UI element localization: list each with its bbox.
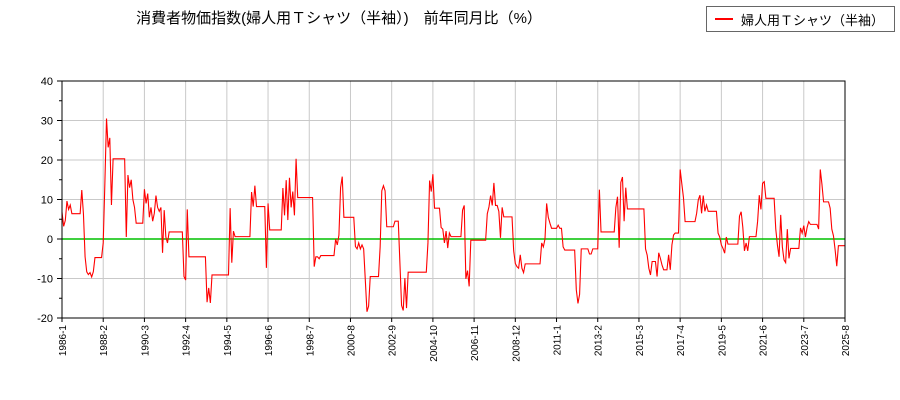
x-axis-tick-label: 1998-7 xyxy=(305,325,316,357)
x-axis-tick-label: 2006-11 xyxy=(470,325,481,361)
x-axis-tick-label: 2015-3 xyxy=(635,325,646,357)
x-axis-tick-label: 2002-9 xyxy=(388,325,399,357)
x-axis-tick-label: 2000-8 xyxy=(346,325,357,357)
x-axis-tick-label: 1988-2 xyxy=(99,325,110,357)
legend: 婦人用Ｔシャツ（半袖） xyxy=(705,6,895,32)
y-axis-tick-label: 10 xyxy=(41,195,53,207)
legend-line-swatch xyxy=(714,18,733,20)
x-axis-tick-label: 2017-4 xyxy=(676,325,687,357)
x-axis-tick-label: 2023-7 xyxy=(800,325,811,357)
y-axis-tick-label: -10 xyxy=(37,274,53,286)
x-axis-tick-label: 2011-1 xyxy=(553,325,564,356)
y-axis-tick-label: 30 xyxy=(41,116,53,128)
x-axis-tick-label: 2025-8 xyxy=(841,325,852,357)
x-axis-tick-label: 2019-5 xyxy=(717,325,728,357)
x-axis-tick-label: 2008-12 xyxy=(511,325,522,362)
x-axis-tick-label: 1992-4 xyxy=(182,325,193,357)
x-axis-tick-label: 1990-3 xyxy=(140,325,151,357)
x-axis-tick-label: 2013-2 xyxy=(594,325,605,357)
x-axis-tick-label: 1996-6 xyxy=(264,325,275,357)
chart-title: 消費者物価指数(婦人用Ｔシャツ（半袖）) 前年同月比（%） xyxy=(136,10,542,27)
y-axis-tick-label: -20 xyxy=(37,313,53,325)
y-axis-tick-label: 20 xyxy=(41,155,53,167)
x-axis-tick-label: 1994-5 xyxy=(223,325,234,357)
x-axis-tick-label: 1986-1 xyxy=(58,325,69,357)
series-line xyxy=(61,118,845,312)
legend-series-label: 婦人用Ｔシャツ（半袖） xyxy=(740,12,884,28)
y-axis-tick-label: 0 xyxy=(47,234,53,246)
y-axis-tick-label: 40 xyxy=(41,76,53,88)
x-axis-tick-label: 2004-10 xyxy=(429,325,440,362)
x-axis-tick-label: 2021-6 xyxy=(759,325,770,357)
